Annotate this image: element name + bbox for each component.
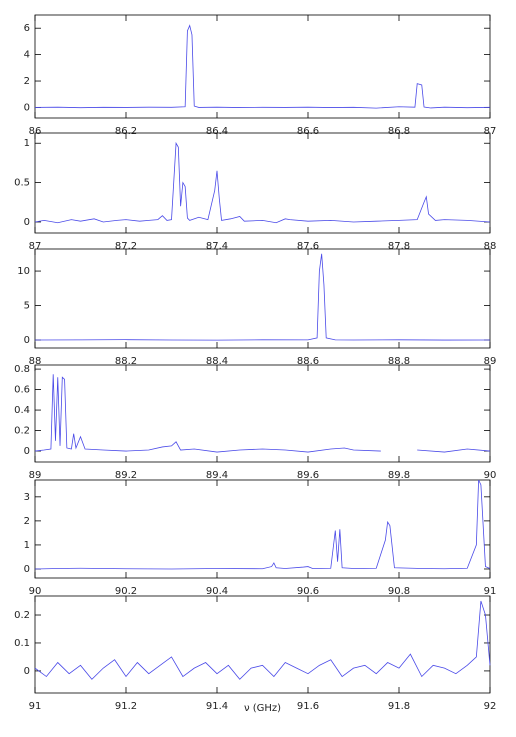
y-tick-label: 0 [24,564,30,575]
y-tick-label: 0.2 [14,426,30,437]
y-tick-label: 0.1 [14,638,30,649]
panel-frame [34,479,491,579]
x-tick-label: 90 [484,470,497,481]
x-axis-label: ν (GHz) [244,703,281,714]
x-tick-label: 89.6 [297,470,319,481]
spectrum-line [34,253,491,341]
x-tick-label: 89.4 [206,470,228,481]
y-tick-label: 0.5 [14,178,30,189]
x-tick-label: 88.2 [115,356,137,367]
x-tick-label: 91.2 [115,701,137,712]
spectrum-line [34,24,491,109]
y-tick-label: 0 [24,217,30,228]
x-tick-label: 90 [29,586,42,597]
x-tick-label: 89 [484,356,497,367]
x-tick-label: 88 [484,241,497,252]
x-tick-label: 91.4 [206,701,228,712]
panel-frame [34,14,491,119]
y-tick-label: 5 [24,301,30,312]
panel-frame [34,364,491,463]
x-tick-label: 90.8 [388,586,410,597]
y-tick-label: 0.6 [14,385,30,396]
x-tick-label: 87 [29,241,42,252]
spectrum-line [34,600,491,680]
x-tick-label: 87.2 [115,241,137,252]
x-tick-label: 86.4 [206,126,228,137]
x-tick-label: 89 [29,470,42,481]
panel-frame [34,132,491,234]
x-tick-label: 87 [484,126,497,137]
x-tick-label: 91.6 [297,701,319,712]
y-tick-label: 6 [24,23,30,34]
y-tick-label: 10 [17,266,30,277]
x-tick-label: 86.2 [115,126,137,137]
y-tick-label: 2 [24,76,30,87]
x-tick-label: 90.2 [115,586,137,597]
y-tick-label: 0 [24,446,30,457]
x-tick-label: 87.6 [297,241,319,252]
panel-frame [34,595,491,694]
y-tick-label: 3 [24,492,30,503]
x-tick-label: 92 [484,701,497,712]
panel-frame [34,248,491,349]
y-tick-label: 1 [24,138,30,149]
x-tick-label: 87.4 [206,241,228,252]
x-tick-label: 91 [484,586,497,597]
x-tick-label: 86.6 [297,126,319,137]
y-tick-label: 0.2 [14,610,30,621]
spectrum-line [34,374,491,453]
y-tick-label: 0.8 [14,364,30,375]
x-tick-label: 88.4 [206,356,228,367]
y-tick-label: 0 [24,102,30,113]
x-tick-label: 89.2 [115,470,137,481]
x-tick-label: 89.8 [388,470,410,481]
spectrum-line [34,141,491,224]
y-tick-label: 1 [24,540,30,551]
x-tick-label: 86 [29,126,42,137]
y-tick-label: 4 [24,50,30,61]
x-tick-label: 91 [29,701,42,712]
x-tick-label: 88.6 [297,356,319,367]
y-tick-label: 0 [24,666,30,677]
x-tick-label: 91.8 [388,701,410,712]
y-tick-label: 0.4 [14,405,30,416]
x-tick-label: 88 [29,356,42,367]
y-tick-label: 0 [24,335,30,346]
spectrum-line [34,479,491,570]
y-tick-label: 2 [24,516,30,527]
x-tick-label: 90.6 [297,586,319,597]
x-tick-label: 88.8 [388,356,410,367]
x-tick-label: 86.8 [388,126,410,137]
x-tick-label: 90.4 [206,586,228,597]
x-tick-label: 87.8 [388,241,410,252]
